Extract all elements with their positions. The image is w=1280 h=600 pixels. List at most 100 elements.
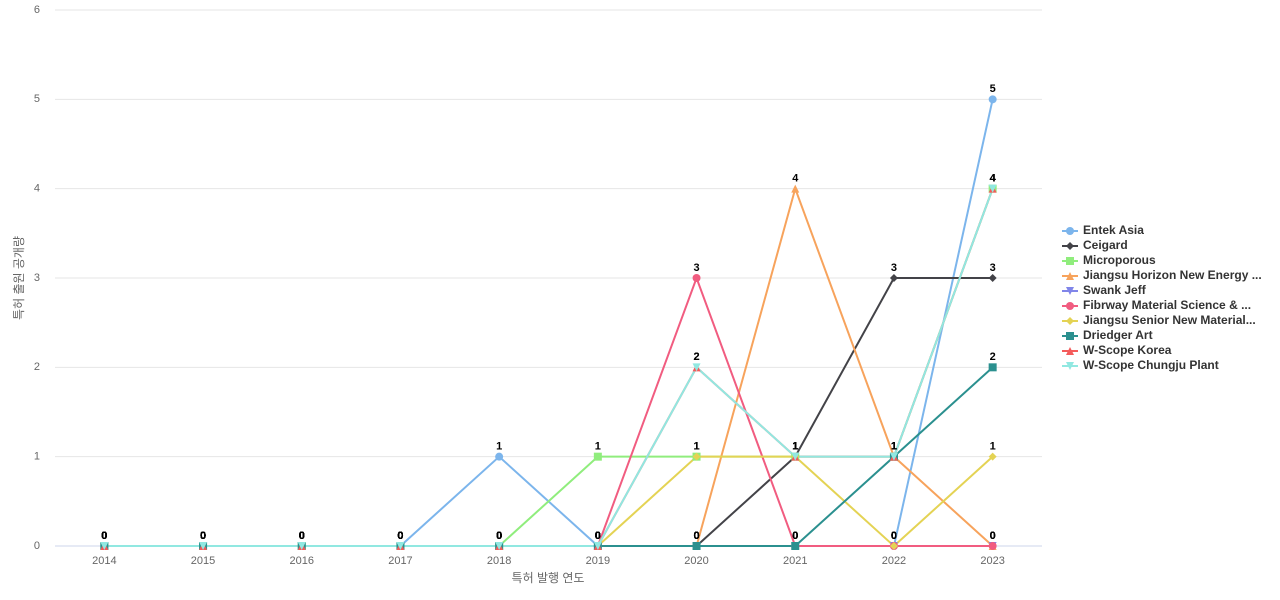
data-label: 0 (693, 530, 699, 542)
legend-item[interactable]: Driedger Art (1062, 328, 1153, 342)
series-line (104, 99, 994, 547)
point (199, 542, 208, 550)
data-label: 0 (693, 530, 699, 542)
series-line (104, 188, 994, 547)
legend-item[interactable]: Jiangsu Senior New Material... (1062, 313, 1256, 327)
point (988, 542, 997, 550)
data-label: 0 (595, 530, 601, 542)
x-axis-title: 특허 발행 연도 (512, 570, 585, 585)
point (791, 542, 800, 550)
data-label: 0 (299, 530, 305, 542)
point (889, 274, 898, 282)
data-label: 1 (891, 441, 897, 453)
data-label: 0 (397, 530, 403, 542)
data-label: 0 (200, 530, 206, 542)
data-label: 0 (595, 530, 601, 542)
legend-label: Jiangsu Senior New Material... (1083, 313, 1256, 327)
data-label: 2 (693, 351, 699, 363)
legend-item[interactable]: Ceigard (1062, 238, 1128, 252)
point (889, 542, 898, 550)
data-label: 0 (299, 530, 305, 542)
point (396, 542, 405, 550)
data-label: 0 (693, 530, 699, 542)
data-label: 5 (990, 83, 996, 95)
legend-item[interactable]: Swank Jeff (1062, 283, 1147, 297)
y-tick-label: 3 (34, 272, 40, 284)
legend-item[interactable]: Microporous (1062, 253, 1156, 267)
point (1066, 227, 1074, 235)
data-label: 0 (200, 530, 206, 542)
data-label: 1 (891, 441, 897, 453)
legend-item[interactable]: W-Scope Korea (1062, 343, 1172, 357)
data-label: 0 (595, 530, 601, 542)
point (495, 452, 504, 461)
point (1066, 272, 1074, 280)
legend-item[interactable]: Jiangsu Horizon New Energy ... (1062, 268, 1262, 282)
y-axis-title: 특허 출원 공개량 (12, 236, 26, 320)
point (1066, 362, 1074, 370)
legend-item[interactable]: Fibrway Material Science & ... (1062, 298, 1251, 312)
x-tick-label: 2018 (487, 555, 511, 567)
x-tick-label: 2015 (191, 555, 215, 567)
point (1066, 317, 1074, 325)
point (988, 95, 997, 104)
point (593, 542, 602, 550)
data-label: 1 (792, 441, 798, 453)
point (988, 452, 997, 461)
series-line (104, 275, 993, 547)
point (889, 452, 898, 461)
data-label: 0 (397, 530, 403, 542)
data-label: 0 (595, 530, 601, 542)
data-label: 4 (990, 173, 997, 185)
data-label: 0 (101, 530, 107, 542)
data-label: 0 (397, 530, 403, 542)
x-tick-label: 2019 (586, 555, 610, 567)
data-label: 0 (792, 530, 798, 542)
legend-item[interactable]: W-Scope Chungju Plant (1062, 358, 1219, 372)
data-label: 1 (496, 441, 502, 453)
data-label: 0 (101, 530, 107, 542)
legend-label: Microporous (1083, 253, 1156, 267)
x-tick-label: 2017 (388, 555, 412, 567)
data-label: 0 (397, 530, 403, 542)
legend-label: W-Scope Korea (1083, 343, 1172, 357)
data-label: 0 (101, 530, 107, 542)
point (692, 542, 701, 550)
data-label: 0 (496, 530, 502, 542)
data-label: 1 (891, 441, 897, 453)
legend-label: Entek Asia (1083, 223, 1144, 237)
series-line (104, 277, 993, 547)
data-label: 0 (990, 530, 996, 542)
point (1066, 242, 1074, 250)
data-label: 4 (990, 173, 997, 185)
y-tick-label: 6 (34, 4, 40, 16)
legend-label: Fibrway Material Science & ... (1083, 298, 1251, 312)
data-label: 1 (693, 441, 699, 453)
data-label: 0 (299, 530, 305, 542)
x-tick-label: 2023 (980, 555, 1004, 567)
point (593, 452, 602, 461)
point (692, 363, 701, 372)
data-label: 0 (101, 530, 107, 542)
point (988, 274, 997, 282)
data-label: 1 (693, 441, 699, 453)
data-label: 0 (299, 530, 305, 542)
point (791, 184, 800, 193)
data-label: 4 (792, 173, 799, 185)
point (495, 542, 504, 550)
data-label: 0 (595, 530, 601, 542)
data-label: 0 (200, 530, 206, 542)
legend-label: W-Scope Chungju Plant (1083, 358, 1219, 372)
legend-item[interactable]: Entek Asia (1062, 223, 1144, 237)
data-label: 0 (595, 530, 601, 542)
data-label: 0 (496, 530, 502, 542)
data-label: 1 (792, 441, 798, 453)
point (692, 274, 701, 282)
data-label: 1 (990, 441, 996, 453)
data-label: 1 (891, 441, 897, 453)
data-label: 0 (891, 530, 897, 542)
data-label: 0 (792, 530, 798, 542)
data-label: 0 (496, 530, 502, 542)
x-tick-label: 2020 (684, 555, 708, 567)
